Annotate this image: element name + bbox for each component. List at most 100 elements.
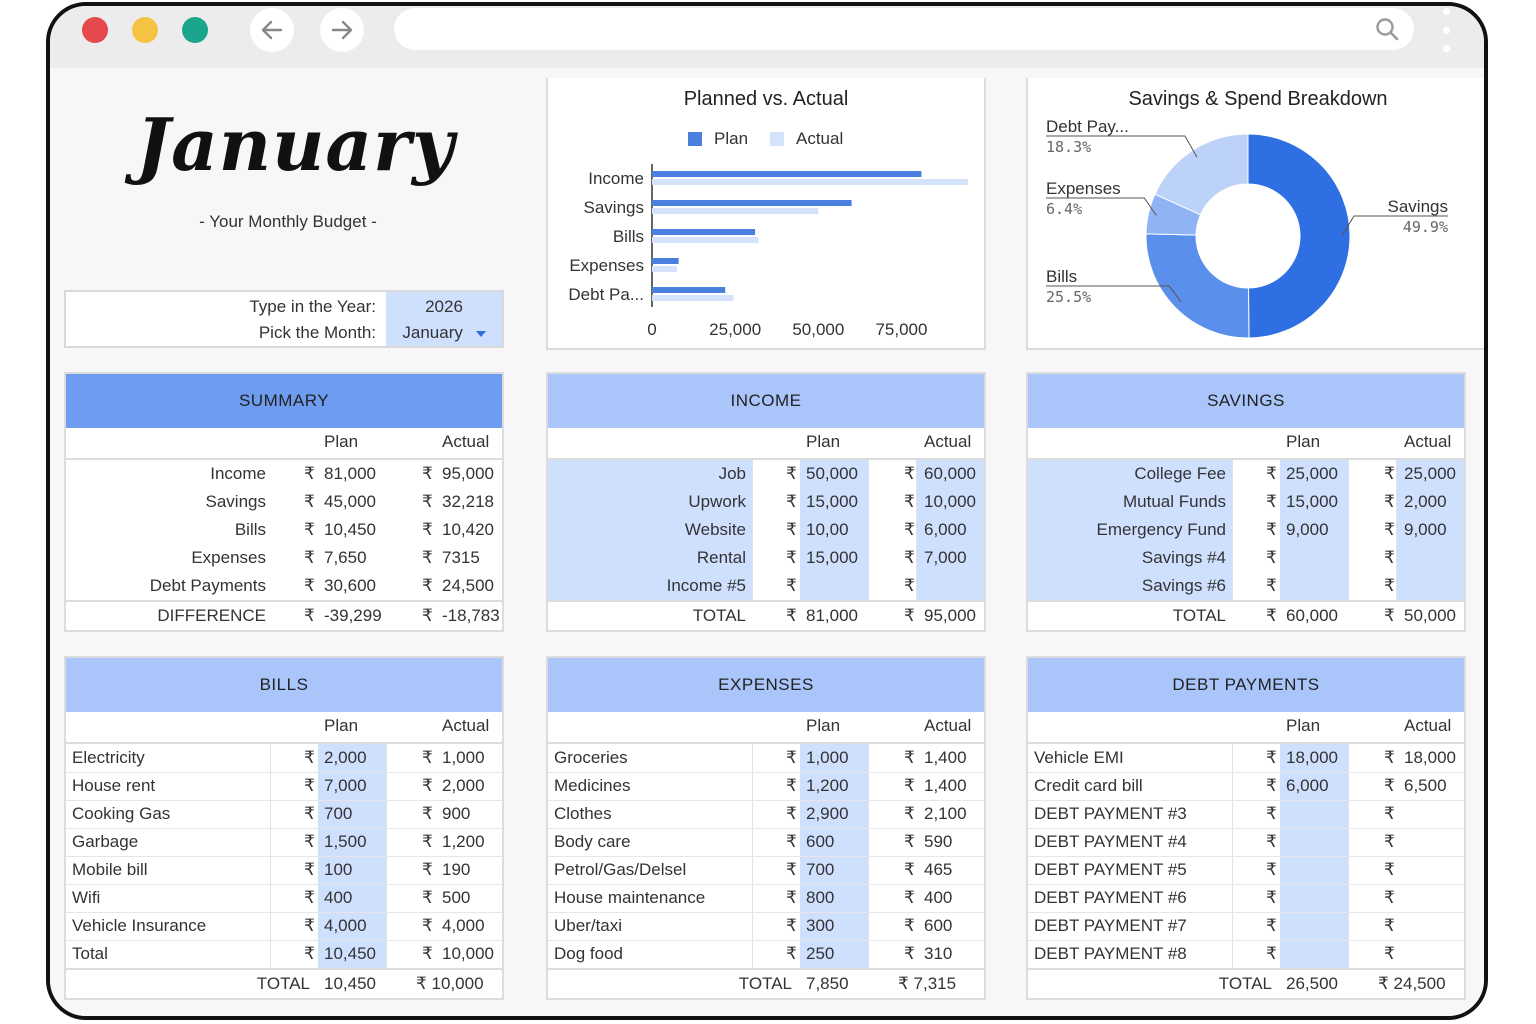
donut-slice[interactable] [1154,133,1249,216]
table-row[interactable]: House maintenance ₹800 ₹400 [548,884,984,912]
table-row[interactable]: Dog food ₹250 ₹310 [548,940,984,968]
table-row[interactable]: DEBT PAYMENT #8 ₹ ₹ [1028,940,1464,968]
actual-value[interactable]: 7,000 [924,548,967,567]
plan-value[interactable]: 10,450 [324,944,376,963]
plan-value[interactable]: 15,000 [806,548,858,567]
actual-value[interactable]: 1,200 [442,832,485,851]
actual-value[interactable]: 24,500 [442,576,494,595]
table-row[interactable]: Expenses ₹7,650 ₹7315 [66,544,502,572]
table-row[interactable]: Bills ₹10,450 ₹10,420 [66,516,502,544]
plan-value[interactable]: 45,000 [324,492,376,511]
bar-plan[interactable] [652,287,726,293]
plan-value[interactable]: 300 [806,916,835,935]
table-row[interactable]: Garbage ₹1,500 ₹1,200 [66,828,502,856]
donut-slice[interactable] [1145,233,1250,339]
actual-value[interactable]: 32,218 [442,492,494,511]
table-row[interactable]: Vehicle Insurance ₹4,000 ₹4,000 [66,912,502,940]
bar-actual[interactable] [652,208,819,214]
search-icon[interactable] [1374,16,1400,42]
actual-value[interactable]: 190 [442,860,471,879]
table-row[interactable]: DEBT PAYMENT #5 ₹ ₹ [1028,856,1464,884]
actual-value[interactable]: 600 [924,916,953,935]
year-input[interactable]: 2026 [425,297,463,316]
plan-value[interactable]: 9,000 [1286,520,1329,539]
table-row[interactable]: Income ₹81,000 ₹95,000 [66,460,502,488]
plan-value[interactable]: 800 [806,888,835,907]
table-row[interactable]: Groceries ₹1,000 ₹1,400 [548,744,984,772]
actual-value[interactable]: 500 [442,888,471,907]
actual-value[interactable]: 6,000 [924,520,967,539]
maximize-window-button[interactable] [182,17,208,43]
table-row[interactable]: Mobile bill ₹100 ₹190 [66,856,502,884]
table-row[interactable]: Electricity ₹2,000 ₹1,000 [66,744,502,772]
table-row[interactable]: DEBT PAYMENT #3 ₹ ₹ [1028,800,1464,828]
plan-value[interactable]: 1,000 [806,748,849,767]
actual-value[interactable]: 7315 [442,548,480,567]
table-row[interactable]: Total ₹10,450 ₹10,000 [66,940,502,968]
actual-value[interactable]: 310 [924,944,953,963]
table-row[interactable]: Website ₹10,00 ₹6,000 [548,516,984,544]
actual-value[interactable]: 1,400 [924,748,967,767]
table-row[interactable]: Income #5 ₹ ₹ [548,572,984,600]
table-row[interactable]: Petrol/Gas/Delsel ₹700 ₹465 [548,856,984,884]
table-row[interactable]: Debt Payments ₹30,600 ₹24,500 [66,572,502,600]
actual-value[interactable]: 25,000 [1404,464,1456,483]
table-row[interactable]: House rent ₹7,000 ₹2,000 [66,772,502,800]
plan-value[interactable]: 250 [806,944,835,963]
table-row[interactable]: DEBT PAYMENT #4 ₹ ₹ [1028,828,1464,856]
actual-value[interactable]: 400 [924,888,953,907]
donut-slice[interactable] [1247,133,1351,339]
plan-value[interactable]: 81,000 [324,464,376,483]
table-row[interactable]: Medicines ₹1,200 ₹1,400 [548,772,984,800]
table-row[interactable]: DEBT PAYMENT #7 ₹ ₹ [1028,912,1464,940]
plan-value[interactable]: 15,000 [806,492,858,511]
actual-value[interactable]: 1,400 [924,776,967,795]
plan-value[interactable]: 30,600 [324,576,376,595]
table-row[interactable]: Mutual Funds ₹15,000 ₹2,000 [1028,488,1464,516]
plan-value[interactable]: 1,500 [324,832,367,851]
table-row[interactable]: Wifi ₹400 ₹500 [66,884,502,912]
plan-value[interactable]: 15,000 [1286,492,1338,511]
table-row[interactable]: Cooking Gas ₹700 ₹900 [66,800,502,828]
table-row[interactable]: Savings #6 ₹ ₹ [1028,572,1464,600]
actual-value[interactable]: 900 [442,804,471,823]
kebab-icon[interactable] [1442,8,1450,52]
plan-value[interactable]: 100 [324,860,353,879]
plan-value[interactable]: 700 [806,860,835,879]
actual-value[interactable]: 10,420 [442,520,494,539]
plan-value[interactable]: 4,000 [324,916,367,935]
plan-value[interactable]: 2,000 [324,748,367,767]
table-row[interactable]: Emergency Fund ₹9,000 ₹9,000 [1028,516,1464,544]
plan-value[interactable]: 10,00 [806,520,849,539]
bar-actual[interactable] [652,266,677,272]
back-button[interactable] [250,8,294,52]
actual-value[interactable]: 10,000 [924,492,976,511]
actual-value[interactable]: 2,000 [1404,492,1447,511]
forward-button[interactable] [320,8,364,52]
plan-value[interactable]: 7,000 [324,776,367,795]
actual-value[interactable]: 465 [924,860,953,879]
plan-value[interactable]: 1,200 [806,776,849,795]
minimize-window-button[interactable] [132,17,158,43]
actual-value[interactable]: 95,000 [442,464,494,483]
actual-value[interactable]: 18,000 [1404,748,1456,767]
actual-value[interactable]: 60,000 [924,464,976,483]
table-row[interactable]: Savings ₹45,000 ₹32,218 [66,488,502,516]
table-row[interactable]: Clothes ₹2,900 ₹2,100 [548,800,984,828]
actual-value[interactable]: 4,000 [442,916,485,935]
actual-value[interactable]: 2,000 [442,776,485,795]
table-row[interactable]: DEBT PAYMENT #6 ₹ ₹ [1028,884,1464,912]
table-row[interactable]: Job ₹50,000 ₹60,000 [548,460,984,488]
table-row[interactable]: Upwork ₹15,000 ₹10,000 [548,488,984,516]
bar-actual[interactable] [652,295,734,301]
table-row[interactable]: Vehicle EMI ₹18,000 ₹18,000 [1028,744,1464,772]
actual-value[interactable]: 2,100 [924,804,967,823]
plan-value[interactable]: 700 [324,804,353,823]
actual-value[interactable]: 10,000 [442,944,494,963]
bar-plan[interactable] [652,200,852,206]
actual-value[interactable]: 9,000 [1404,520,1447,539]
bar-plan[interactable] [652,229,756,235]
plan-value[interactable]: 7,650 [324,548,367,567]
table-row[interactable]: College Fee ₹25,000 ₹25,000 [1028,460,1464,488]
month-select[interactable]: January [386,323,502,343]
